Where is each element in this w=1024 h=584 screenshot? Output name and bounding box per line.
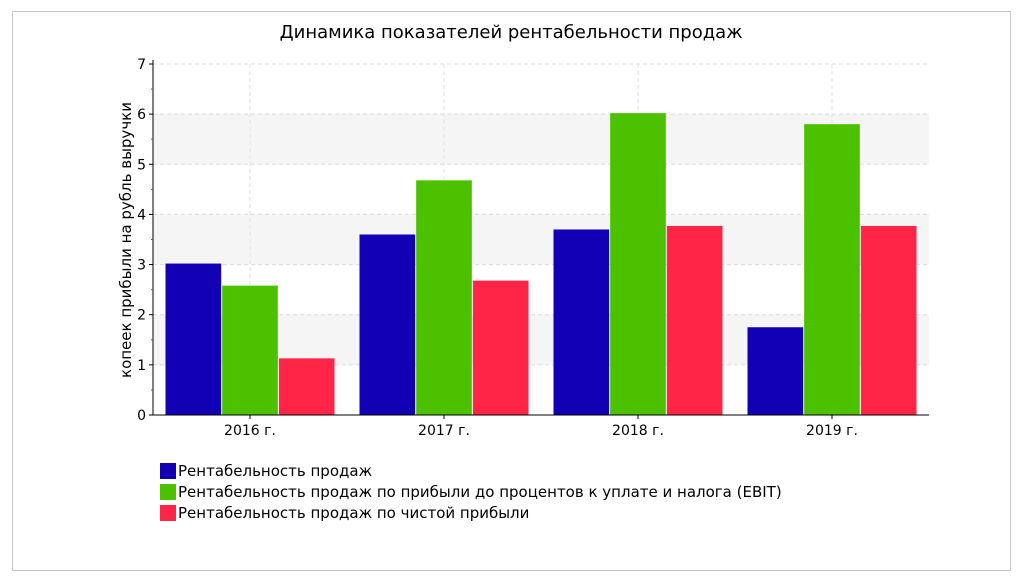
y-tick-label: 7 bbox=[137, 57, 146, 73]
y-tick-label: 6 bbox=[137, 107, 146, 123]
y-tick-label: 1 bbox=[137, 358, 146, 374]
bars bbox=[165, 113, 917, 416]
legend-swatch bbox=[160, 484, 176, 500]
bar-3-4 bbox=[860, 225, 917, 415]
y-tick-label: 0 bbox=[137, 408, 146, 424]
bar-3-2 bbox=[472, 280, 529, 415]
bar-1-1 bbox=[165, 263, 222, 415]
bar-2-4 bbox=[804, 124, 860, 416]
background-bands bbox=[153, 114, 929, 365]
bar-1-4 bbox=[747, 327, 804, 415]
y-tick-label: 5 bbox=[137, 157, 146, 173]
x-tick-labels: 2016 г. 2017 г. 2018 г. 2019 г. bbox=[224, 423, 858, 439]
y-tick-label: 3 bbox=[137, 258, 146, 274]
legend-label: Рентабельность продаж bbox=[178, 462, 372, 480]
legend-swatch bbox=[160, 463, 176, 479]
grid-band bbox=[153, 114, 929, 165]
bar-2-1 bbox=[222, 285, 278, 415]
legend-label: Рентабельность продаж по чистой прибыли bbox=[178, 504, 529, 522]
bar-1-3 bbox=[553, 229, 610, 415]
x-tick-label: 2016 г. bbox=[224, 423, 276, 439]
bar-2-2 bbox=[416, 180, 472, 415]
legend-swatch bbox=[160, 505, 176, 521]
axes bbox=[149, 60, 929, 419]
bar-3-1 bbox=[278, 358, 335, 415]
y-tick-label: 2 bbox=[137, 308, 146, 324]
bar-3-3 bbox=[666, 225, 723, 415]
chart-title: Динамика показателей рентабельности прод… bbox=[280, 22, 743, 43]
legend-label: Рентабельность продаж по прибыли до проц… bbox=[178, 483, 782, 501]
grid-band bbox=[153, 214, 929, 265]
x-tick-label: 2019 г. bbox=[806, 423, 858, 439]
y-axis-label: копеек прибыли на рубль выручки bbox=[117, 102, 135, 378]
y-tick-labels: 0 1 2 3 4 5 6 7 bbox=[137, 57, 146, 424]
legend: Рентабельность продаж Рентабельность прод… bbox=[160, 462, 782, 522]
bar-2-3 bbox=[610, 113, 666, 415]
x-tick-label: 2018 г. bbox=[612, 423, 664, 439]
x-tick-label: 2017 г. bbox=[418, 423, 470, 439]
y-tick-label: 4 bbox=[137, 207, 146, 223]
bar-1-2 bbox=[359, 234, 416, 415]
